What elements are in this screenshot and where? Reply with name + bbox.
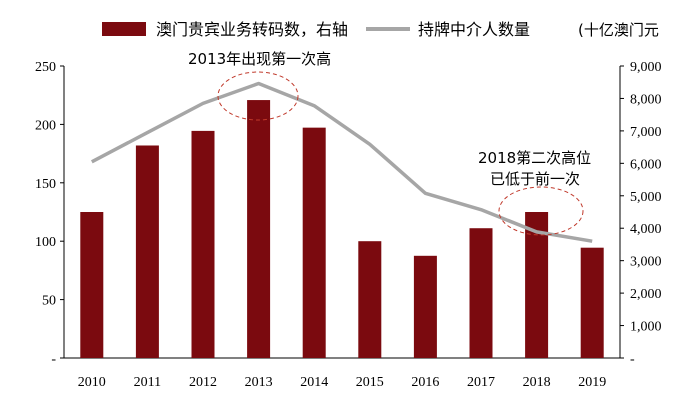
annotation-text-2013: 2013年出现第一次高 (188, 50, 331, 68)
annotation-text-2018-line1: 2018第二次高位 (478, 149, 591, 167)
annotation-2013: 2013年出现第一次高 (188, 50, 331, 121)
annotation-text-2018-line2: 已低于前一次 (490, 170, 580, 188)
right-axis-ticks: - 1,000 2,000 3,000 4,000 5,000 6,000 7,000 8,00… (620, 60, 662, 367)
right-tick-label: 1,000 (630, 320, 662, 335)
bar-2015 (358, 241, 382, 358)
annotation-2018: 2018第二次高位 已低于前一次 (478, 149, 591, 236)
right-tick-label: 4,000 (630, 222, 662, 237)
line-path (90, 81, 593, 243)
annotation-ellipse-2013 (217, 71, 299, 121)
bar-2010 (80, 212, 104, 358)
left-axis-ticks: - 50 100 150 200 250 (35, 60, 64, 367)
right-tick-label: 6,000 (630, 157, 662, 172)
unit-label: (十亿澳门元 (578, 21, 659, 39)
bar-2012 (191, 130, 215, 358)
x-axis-ticks: 2010 2011 2012 2013 2014 2015 2016 2017 2018 2019 (78, 375, 606, 390)
bar-2019 (580, 247, 604, 358)
bar-2013 (247, 100, 271, 359)
legend-label-line: 持牌中介人数量 (418, 20, 530, 39)
left-tick-label: 50 (42, 294, 56, 309)
bar-2017 (469, 228, 493, 358)
left-tick-label: 250 (35, 60, 56, 75)
legend-label-bar: 澳门贵宾业务转码数，右轴 (156, 20, 348, 39)
right-tick-label: 2,000 (630, 287, 662, 302)
x-tick-label: 2012 (189, 375, 217, 390)
left-tick-label: - (51, 352, 56, 367)
x-tick-label: 2017 (467, 375, 495, 390)
left-tick-label: 150 (35, 177, 56, 192)
right-tick-label: 9,000 (630, 60, 662, 75)
bar-series (80, 100, 604, 359)
legend-swatch-bar (102, 22, 146, 36)
annotation-ellipse-2018 (498, 186, 584, 236)
x-tick-label: 2016 (411, 375, 439, 390)
right-tick-label: - (630, 352, 635, 367)
line-series (90, 81, 593, 243)
x-tick-label: 2018 (523, 375, 551, 390)
bar-2018 (525, 212, 549, 358)
right-tick-label: 7,000 (630, 125, 662, 140)
x-tick-label: 2013 (245, 375, 273, 390)
x-tick-label: 2019 (578, 375, 606, 390)
bar-2011 (135, 145, 159, 358)
bar-2016 (413, 255, 437, 358)
x-tick-label: 2011 (134, 375, 161, 390)
legend: 澳门贵宾业务转码数，右轴 持牌中介人数量 (十亿澳门元 (102, 20, 659, 39)
right-tick-label: 5,000 (630, 190, 662, 205)
left-tick-label: 100 (35, 235, 56, 250)
x-tick-label: 2010 (78, 375, 106, 390)
right-tick-label: 3,000 (630, 255, 662, 270)
right-tick-label: 8,000 (630, 92, 662, 107)
x-tick-label: 2015 (356, 375, 384, 390)
x-tick-label: 2014 (300, 375, 328, 390)
bar-2014 (302, 127, 326, 359)
left-tick-label: 200 (35, 118, 56, 133)
